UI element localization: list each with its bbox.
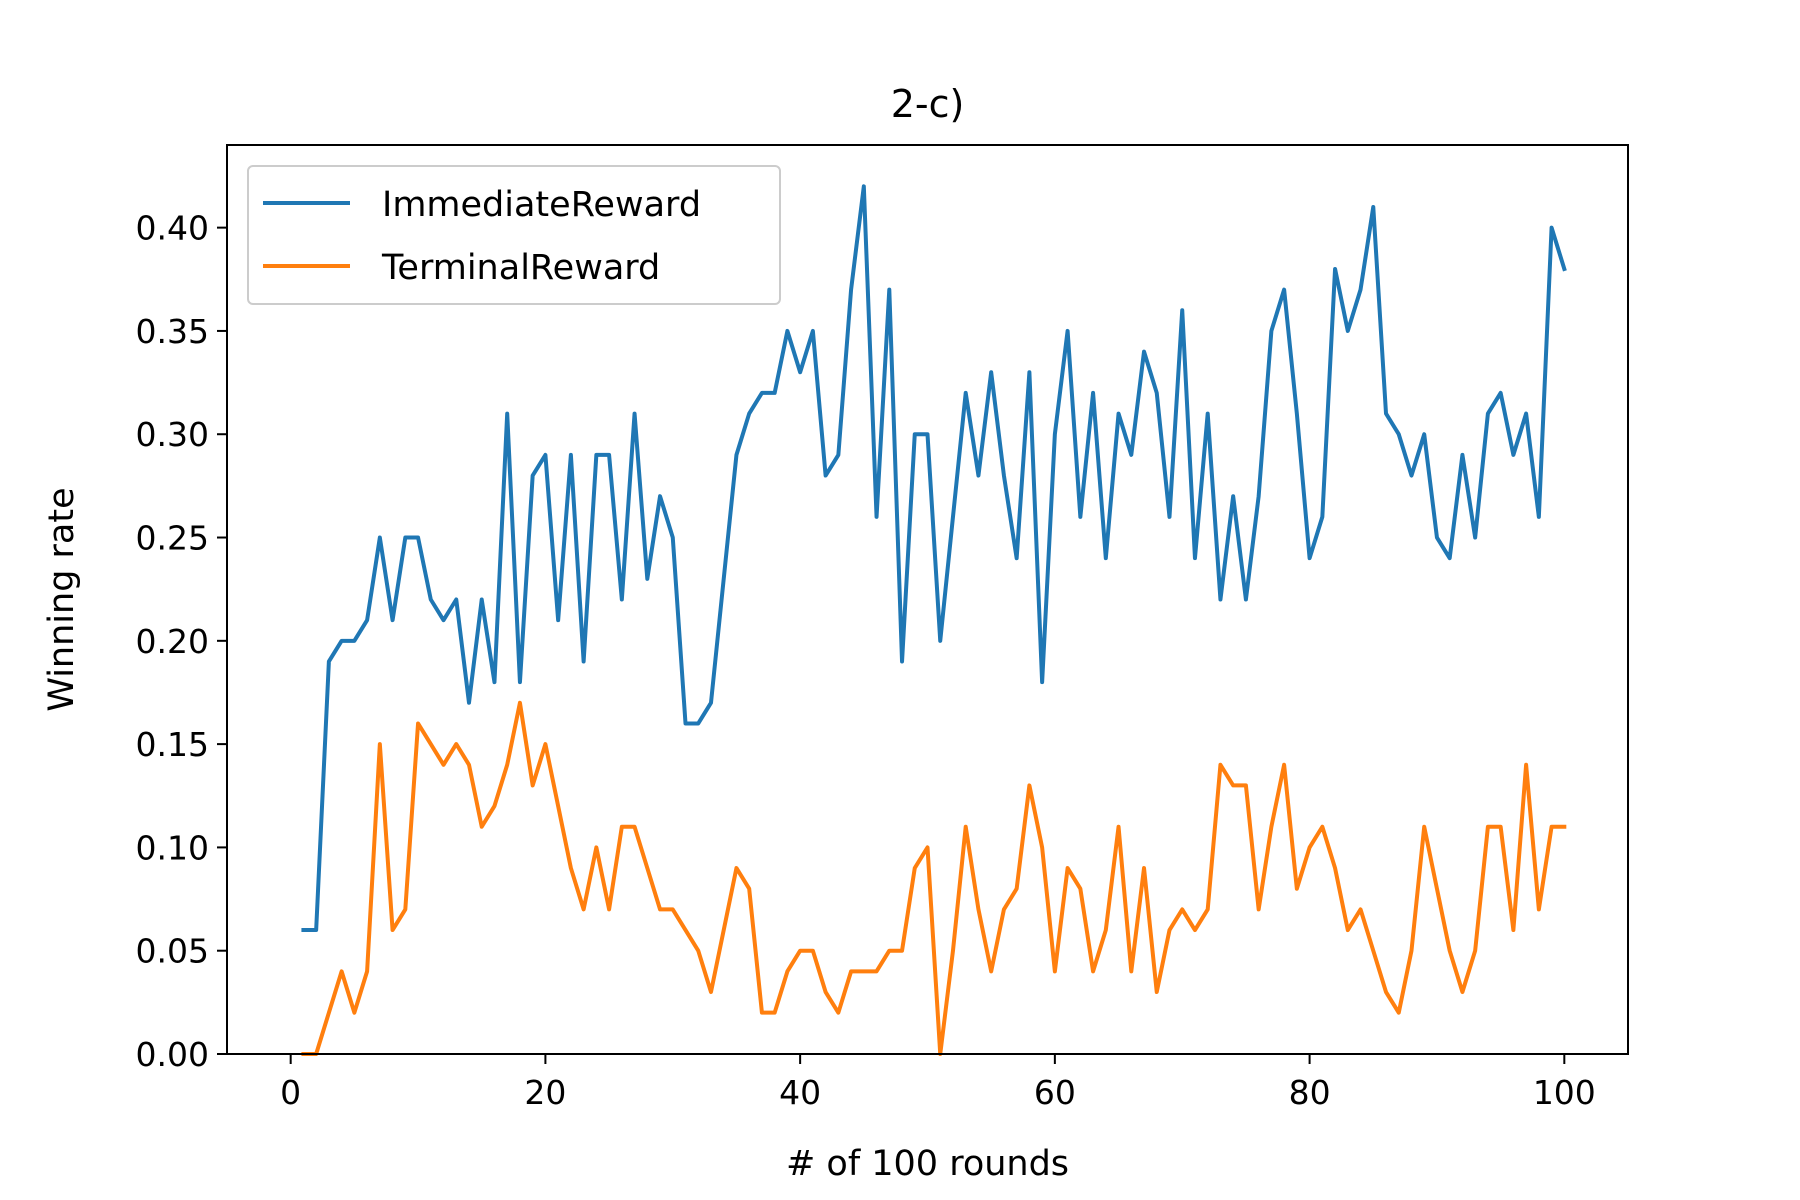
x-axis: 0 20 40 60 80 100 xyxy=(280,1054,1596,1112)
x-tick-label: 20 xyxy=(524,1073,566,1112)
y-axis-title: Winning rate xyxy=(42,487,82,711)
plot-frame xyxy=(226,144,1629,1055)
y-tick-label: 0.35 xyxy=(136,312,209,351)
y-tick-label: 0.05 xyxy=(136,932,209,971)
y-tick-label: 0.00 xyxy=(136,1035,209,1074)
legend-label: TerminalReward xyxy=(381,248,660,288)
chart-title: 2-c) xyxy=(891,82,965,126)
y-tick-label: 0.15 xyxy=(136,725,209,764)
legend: ImmediateReward TerminalReward xyxy=(247,165,781,305)
y-tick-label: 0.25 xyxy=(136,519,209,558)
y-tick-label: 0.10 xyxy=(136,828,209,867)
x-tick-label: 100 xyxy=(1533,1073,1596,1112)
x-tick-label: 0 xyxy=(280,1073,301,1112)
y-axis: 0.00 0.05 0.10 0.15 0.20 0.25 0.30 0.35 0.40 xyxy=(136,209,227,1074)
x-tick-label: 80 xyxy=(1289,1073,1331,1112)
x-axis-title: # of 100 rounds xyxy=(786,1144,1069,1184)
legend-box xyxy=(247,165,781,305)
x-tick-label: 40 xyxy=(779,1073,821,1112)
x-tick-label: 60 xyxy=(1034,1073,1076,1112)
y-tick-label: 0.40 xyxy=(136,209,209,248)
series-line-2 xyxy=(301,700,1567,1056)
legend-label: ImmediateReward xyxy=(382,185,701,225)
y-tick-label: 0.20 xyxy=(136,622,209,661)
series-line-1 xyxy=(301,184,1567,933)
series-lines xyxy=(301,184,1567,1056)
y-tick-label: 0.30 xyxy=(136,415,209,454)
